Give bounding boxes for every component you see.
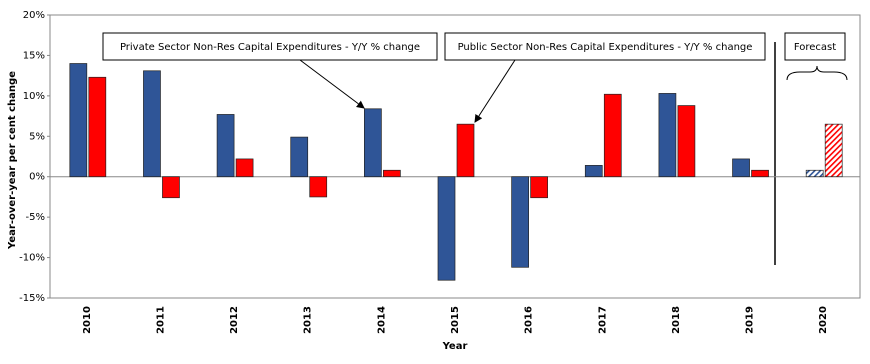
bar	[235, 158, 254, 178]
bar	[732, 158, 750, 178]
bar	[824, 123, 843, 178]
callout-arrow	[474, 59, 516, 123]
forecast-label: Forecast	[794, 42, 836, 53]
bar	[162, 176, 180, 199]
callout-arrow	[299, 59, 365, 109]
forecast-box	[784, 32, 846, 61]
plot-frame	[49, 14, 861, 299]
bar	[658, 93, 677, 178]
y-axis-label: Year-over-year per cent change	[7, 71, 18, 250]
bar	[88, 76, 107, 178]
y-tick-label: 5%	[29, 131, 45, 142]
y-tick-label: -10%	[19, 253, 45, 264]
x-tick-label: 2013	[303, 306, 314, 334]
bar	[751, 169, 769, 178]
x-tick-label: 2014	[376, 306, 387, 334]
x-tick-label: 2012	[229, 306, 240, 334]
y-tick-label: 20%	[23, 10, 45, 21]
x-tick-label: 2019	[745, 306, 756, 334]
bar	[364, 108, 382, 178]
callout-text: Public Sector Non-Res Capital Expenditur…	[458, 42, 753, 53]
x-tick-label: 2017	[597, 306, 608, 334]
x-tick-label: 2015	[450, 306, 461, 334]
callout-box	[102, 32, 438, 61]
x-tick-label: 2011	[155, 306, 166, 334]
bar	[805, 169, 824, 178]
bar	[143, 70, 161, 178]
y-tick-label: -15%	[19, 293, 45, 304]
x-tick-label: 2016	[524, 306, 535, 334]
y-tick-label: 10%	[23, 91, 45, 102]
bar	[69, 63, 88, 178]
x-tick-label: 2010	[82, 306, 93, 334]
bar	[456, 123, 475, 178]
bar	[216, 114, 235, 178]
y-tick-label: 0%	[29, 172, 45, 183]
bar	[511, 176, 529, 268]
bar	[437, 176, 456, 281]
x-axis-label: Year	[442, 341, 468, 352]
bar	[530, 176, 548, 199]
bar	[383, 169, 401, 178]
bar	[584, 165, 603, 178]
callout-box	[444, 32, 766, 61]
y-tick-label: 15%	[23, 50, 45, 61]
bar	[677, 105, 696, 178]
bar	[603, 93, 622, 178]
forecast-brace	[786, 65, 848, 81]
x-tick-label: 2020	[818, 306, 829, 334]
bar	[290, 136, 309, 178]
y-tick-label: -5%	[26, 212, 45, 223]
x-tick-label: 2018	[671, 306, 682, 334]
callout-text: Private Sector Non-Res Capital Expenditu…	[120, 42, 420, 53]
bar	[309, 176, 328, 198]
